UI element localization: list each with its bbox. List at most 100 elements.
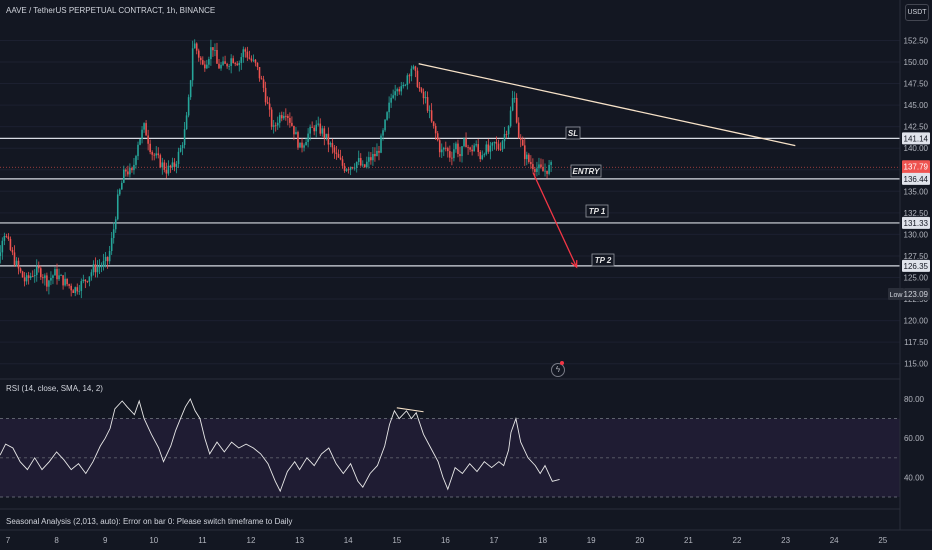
candle-body: [483, 154, 486, 156]
flash-icon[interactable]: ϟ: [551, 363, 565, 377]
candlestick-series: [0, 39, 552, 299]
candle-body: [212, 47, 214, 51]
annotation-box: [565, 126, 581, 140]
candle-body: [335, 152, 338, 155]
price-tag-bg: [902, 160, 930, 173]
candle-body: [313, 127, 315, 132]
candle-body: [287, 115, 289, 118]
candle-body: [106, 256, 109, 262]
candle-body: [540, 164, 542, 167]
candle-body: [31, 276, 34, 277]
candle-body: [528, 154, 530, 162]
candle-body: [224, 61, 226, 64]
candle-body: [66, 278, 68, 285]
candle-body: [368, 157, 370, 162]
candle-body: [218, 63, 220, 69]
candle-body: [254, 59, 257, 63]
candle-body: [475, 144, 477, 146]
candle-body: [434, 125, 437, 134]
time-axis[interactable]: 7 8 9 10 11 12 13 14 15 16 17 18 19 20 21 22 23 24 25: [6, 536, 888, 545]
candle-body: [104, 256, 107, 261]
candle-body: [414, 66, 417, 71]
candle-body: [238, 62, 241, 66]
candle-body: [386, 112, 388, 120]
time-tick-label: 17: [490, 536, 499, 545]
candle-body: [333, 147, 336, 153]
candle-body: [234, 63, 237, 64]
symbol-header[interactable]: AAVE / TetherUS PERPETUAL CONTRACT, 1h, …: [6, 6, 216, 15]
low-value-bg: [904, 287, 930, 300]
candle-body: [513, 97, 516, 99]
candle-body: [493, 141, 496, 143]
candle-body: [289, 117, 291, 123]
candle-body: [35, 266, 38, 276]
candle-body: [505, 134, 508, 135]
time-tick-label: 23: [781, 536, 790, 545]
price-tag-current_price: 137.79: [904, 162, 929, 171]
candle-body: [19, 268, 22, 272]
candle-body: [469, 147, 471, 150]
candle-body: [13, 252, 16, 265]
candle-body: [149, 143, 151, 153]
seasonal-analysis-message: Seasonal Analysis (2,013, auto): Error o…: [6, 517, 293, 526]
candle-body: [499, 149, 502, 150]
candle-body: [163, 162, 166, 170]
candle-body: [477, 144, 480, 153]
candle-body: [384, 119, 386, 131]
annotation-box: [591, 253, 615, 267]
candle-body: [536, 168, 538, 172]
candle-body: [374, 153, 376, 157]
time-tick-label: 11: [198, 536, 207, 545]
price-tag-bg: [902, 132, 930, 145]
candle-body: [297, 132, 299, 148]
candle-body: [337, 154, 340, 158]
trade-annotations: SL ENTRY TP 1 TP 2: [565, 126, 615, 267]
price-tick-label: 125.00: [904, 274, 929, 283]
candle-body: [376, 150, 378, 157]
candle-body: [236, 63, 239, 66]
candle-body: [248, 57, 251, 59]
candle-body: [301, 142, 303, 148]
currency-button[interactable]: USDT: [905, 4, 929, 21]
candle-body: [307, 133, 309, 142]
candle-body: [299, 142, 301, 148]
rsi-legend[interactable]: RSI (14, close, SMA, 14, 2): [6, 384, 103, 393]
candle-body: [121, 182, 123, 190]
price-tick-label: 152.50: [904, 36, 929, 45]
candle-body: [329, 143, 332, 145]
candle-body: [276, 122, 279, 126]
time-tick-label: 14: [344, 536, 353, 545]
candle-body: [530, 161, 532, 165]
candle-body: [114, 219, 117, 230]
annotation-tp2: TP 2: [591, 253, 615, 267]
time-tick-label: 7: [6, 536, 11, 545]
annotation-label: ENTRY: [573, 167, 601, 176]
candle-body: [244, 49, 247, 52]
candle-body: [179, 148, 182, 152]
candle-body: [33, 275, 36, 277]
candle-body: [21, 271, 24, 278]
candle-body: [260, 78, 263, 80]
candle-body: [353, 167, 356, 169]
candle-body: [256, 62, 259, 68]
candle-body: [339, 157, 342, 160]
candle-body: [461, 146, 463, 157]
candle-body: [214, 49, 216, 51]
candle-body: [420, 88, 423, 92]
candle-body: [473, 145, 475, 152]
candle-body: [410, 68, 413, 77]
candle-body: [242, 49, 245, 58]
candle-body: [408, 75, 411, 77]
annotation-entry: ENTRY: [570, 164, 602, 178]
candle-body: [169, 165, 172, 168]
candle-body: [351, 167, 354, 169]
candle-body: [380, 135, 382, 153]
price-tag-entry_level: 136.44: [904, 175, 929, 184]
candle-body: [226, 63, 228, 67]
trade-arrow-line: [532, 172, 578, 268]
time-tick-label: 25: [878, 536, 887, 545]
price-tick-label: 145.00: [904, 101, 929, 110]
candle-body: [305, 141, 307, 146]
candle-body: [495, 141, 498, 144]
